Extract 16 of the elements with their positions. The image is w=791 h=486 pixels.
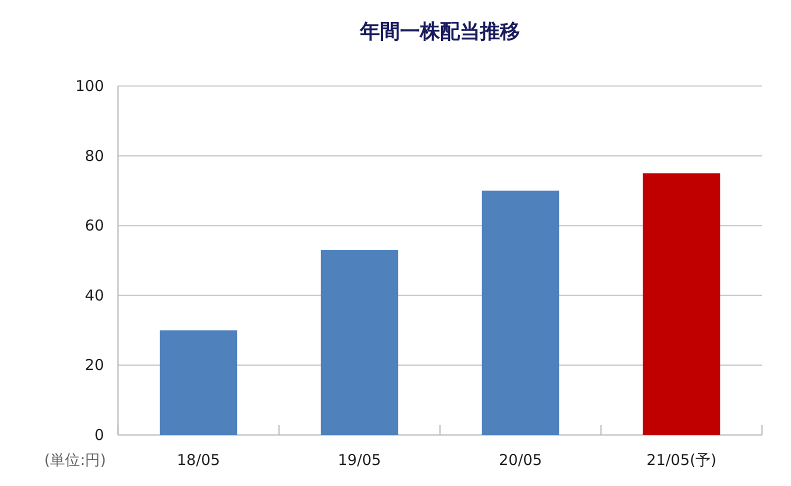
bar [482,190,560,435]
chart-title: 年間一株配当推移 [359,19,520,43]
bar [160,330,238,435]
x-tick-label: 18/05 [176,451,220,469]
y-tick-label: 0 [94,426,104,444]
x-tick-label: 21/05(予) [646,451,716,469]
y-tick-label: 80 [84,146,104,165]
bar [642,173,720,435]
bar [320,250,398,435]
y-tick-label: 40 [84,286,104,304]
y-tick-label: 20 [84,356,104,374]
y-tick-label: 60 [84,216,104,235]
y-axis-title: (単位:円) [44,451,106,469]
y-tick-label: 100 [75,77,104,95]
x-tick-label: 20/05 [498,451,542,469]
x-tick-label: 19/05 [338,451,382,469]
